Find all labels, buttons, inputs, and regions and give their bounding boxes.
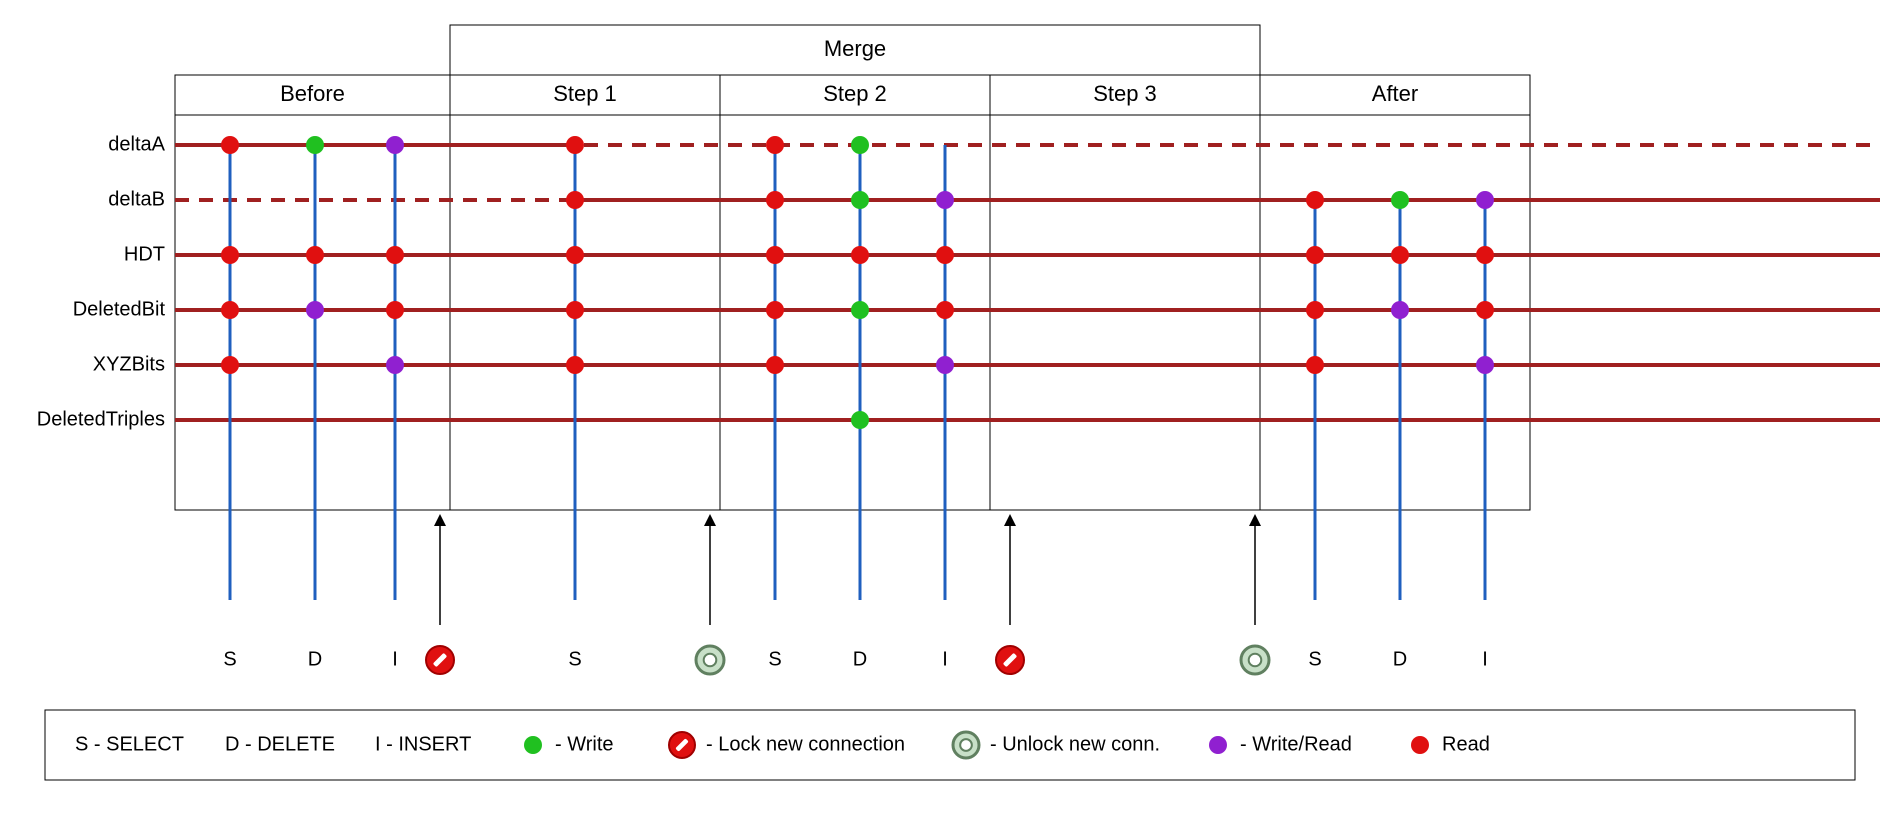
legend-text: S - SELECT xyxy=(75,733,184,755)
dot-read xyxy=(766,246,784,264)
dot-read xyxy=(566,356,584,374)
legend-text: D - DELETE xyxy=(225,733,335,755)
dot-read xyxy=(306,246,324,264)
legend-text: Read xyxy=(1442,733,1490,755)
column-letter-label: I xyxy=(942,648,948,670)
column-letter-label: S xyxy=(768,648,781,670)
diagram-container: Merge Before Step 1 Step 2 Step 3 After deltaA… xyxy=(20,20,1880,805)
column-header-label: Step 3 xyxy=(1093,81,1157,106)
merge-header-label: Merge xyxy=(824,36,886,61)
dot-write xyxy=(851,191,869,209)
lock-icon xyxy=(669,732,695,758)
row-label: DeletedTriples xyxy=(37,408,165,430)
dot-read xyxy=(221,356,239,374)
unlock-icon xyxy=(696,646,724,674)
column-header-label: After xyxy=(1372,81,1418,106)
dot-read xyxy=(1306,246,1324,264)
dot-read xyxy=(936,246,954,264)
dot-writeread xyxy=(936,356,954,374)
legend-text: - Lock new connection xyxy=(706,733,905,755)
column-letter-label: I xyxy=(1482,648,1488,670)
dot-read xyxy=(221,136,239,154)
column-letter-label: D xyxy=(853,648,867,670)
dot-read xyxy=(766,191,784,209)
dot-read xyxy=(221,301,239,319)
dot-write xyxy=(1391,191,1409,209)
column-letter-label: D xyxy=(308,648,322,670)
legend-dot-read xyxy=(1411,736,1429,754)
dot-write xyxy=(306,136,324,154)
diagram-svg: Merge Before Step 1 Step 2 Step 3 After deltaA… xyxy=(20,20,1880,805)
dot-write xyxy=(851,301,869,319)
lock-icon xyxy=(996,646,1024,674)
legend-dot-write xyxy=(524,736,542,754)
legend-text: - Write/Read xyxy=(1240,733,1352,755)
dot-writeread xyxy=(1476,191,1494,209)
dot-writeread xyxy=(306,301,324,319)
row-label: deltaA xyxy=(108,133,165,155)
column-header-label: Step 2 xyxy=(823,81,887,106)
dot-read xyxy=(1476,301,1494,319)
legend-text: - Unlock new conn. xyxy=(990,733,1160,755)
legend-text: - Write xyxy=(555,733,614,755)
dot-read xyxy=(566,246,584,264)
dot-read xyxy=(566,301,584,319)
dot-read xyxy=(851,246,869,264)
dot-read xyxy=(936,301,954,319)
dot-read xyxy=(566,191,584,209)
legend-dot-writeread xyxy=(1209,736,1227,754)
column-letter-label: S xyxy=(1308,648,1321,670)
column-letter-label: S xyxy=(223,648,236,670)
dot-read xyxy=(766,136,784,154)
legend-text: I - INSERT xyxy=(375,733,471,755)
unlock-icon xyxy=(953,732,979,758)
row-label: DeletedBit xyxy=(73,298,166,320)
column-header-label: Before xyxy=(280,81,345,106)
dot-read xyxy=(1391,246,1409,264)
lock-icon xyxy=(426,646,454,674)
dot-writeread xyxy=(936,191,954,209)
dot-read xyxy=(1306,356,1324,374)
dot-read xyxy=(566,136,584,154)
column-header-label: Step 1 xyxy=(553,81,617,106)
dot-read xyxy=(386,301,404,319)
dot-read xyxy=(1476,246,1494,264)
dot-read xyxy=(766,301,784,319)
dot-writeread xyxy=(386,136,404,154)
dot-read xyxy=(221,246,239,264)
dot-read xyxy=(1306,301,1324,319)
dot-write xyxy=(851,136,869,154)
row-label: XYZBits xyxy=(93,353,165,375)
row-label: HDT xyxy=(124,243,165,265)
column-letter-label: S xyxy=(568,648,581,670)
dot-writeread xyxy=(386,356,404,374)
dot-writeread xyxy=(1391,301,1409,319)
dot-writeread xyxy=(1476,356,1494,374)
column-body-box xyxy=(990,115,1260,510)
column-letter-label: D xyxy=(1393,648,1407,670)
dot-read xyxy=(386,246,404,264)
column-letter-label: I xyxy=(392,648,398,670)
column-body-box xyxy=(450,115,720,510)
unlock-icon xyxy=(1241,646,1269,674)
dot-read xyxy=(766,356,784,374)
row-label: deltaB xyxy=(108,188,165,210)
dot-read xyxy=(1306,191,1324,209)
dot-write xyxy=(851,411,869,429)
